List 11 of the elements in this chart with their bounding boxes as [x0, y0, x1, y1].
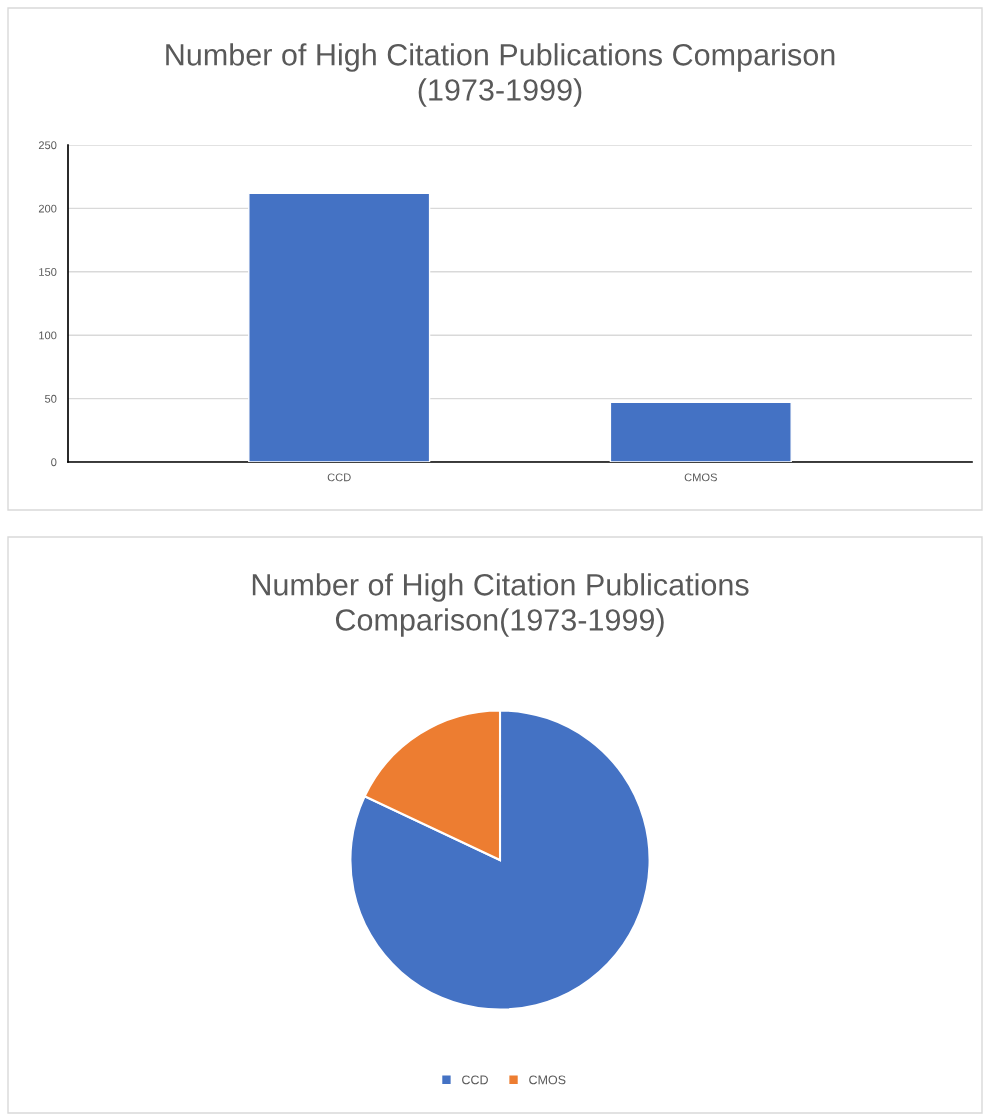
y-tick-label: 250 [38, 141, 57, 150]
pie-slice [349, 709, 651, 1011]
y-tick-label: 100 [39, 331, 57, 340]
chart-title: Number of High Citation Publications Comparison (1973-1999) [166, 43, 835, 107]
y-tick-label: 50 [44, 394, 57, 403]
legend-label: CCD [462, 1075, 488, 1085]
chart-title: Number of High Citation Publications Comparison(1973-1999) [252, 573, 749, 637]
legend-label: CMOS [529, 1075, 566, 1085]
y-tick-label: 150 [39, 268, 57, 276]
y-tick-label: 0 [51, 458, 57, 467]
y-tick-label: 200 [38, 204, 57, 213]
